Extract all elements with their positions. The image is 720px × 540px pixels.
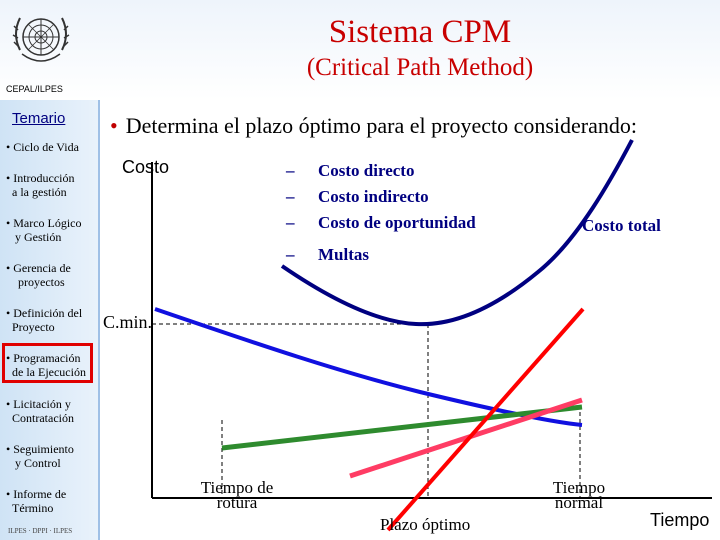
bullet-dot: • <box>110 113 118 138</box>
series-costo-directo <box>154 307 583 427</box>
dash-icon: – <box>286 187 295 206</box>
x-label-tiempo-normal: Tiempo normal <box>552 478 606 512</box>
sidebar-item-label: y Control <box>15 456 61 470</box>
series-costo-indirecto <box>221 404 583 451</box>
x-axis-label: Tiempo <box>650 510 710 530</box>
slide-subtitle: (Critical Path Method) <box>306 54 534 81</box>
sidebar-item-programacion[interactable]: • Programación de la Ejecución <box>6 351 86 379</box>
sidebar-item-label: Seguimiento <box>13 442 74 456</box>
sidebar-footer: ILPES · DPPI · ILPES <box>8 527 73 535</box>
y-axis-label: Costo <box>122 157 170 177</box>
legend-label: Costo directo <box>318 161 415 180</box>
active-item-highlight <box>2 343 93 383</box>
legend-item-costo-indirecto: – Costo indirecto <box>286 187 429 207</box>
legend-item-costo-oportunidad: – Costo de oportunidad <box>286 213 476 233</box>
sidebar-item-seguimiento[interactable]: • Seguimiento y Control <box>6 442 74 470</box>
legend-label: Multas <box>318 245 369 264</box>
sidebar-item-label: Marco Lógico <box>13 216 82 230</box>
sidebar-item-definicion[interactable]: • Definición del Proyecto <box>6 306 83 334</box>
sidebar-item-label: de la Ejecución <box>12 365 86 379</box>
sidebar-item-label: a la gestión <box>12 185 67 199</box>
sidebar-item-label: Informe de <box>13 487 67 501</box>
sidebar-item-label: Introducción <box>13 171 75 185</box>
x-label-tiempo-rotura: Tiempo de rotura <box>200 478 274 512</box>
slide-title: Sistema CPM <box>328 14 512 50</box>
sidebar-item-label: Licitación y <box>13 397 71 411</box>
sidebar-item-gerencia[interactable]: • Gerencia de proyectos <box>6 261 71 289</box>
dash-icon: – <box>286 245 295 264</box>
sidebar-item-label: Programación <box>13 351 81 365</box>
main-bullet: • Determina el plazo óptimo para el proye… <box>110 113 637 139</box>
main-bullet-text: Determina el plazo óptimo para el proyec… <box>125 113 638 138</box>
sidebar-item-informe[interactable]: • Informe de Término <box>6 487 67 515</box>
sidebar-heading[interactable]: Temario <box>12 110 66 127</box>
series-multas <box>386 307 585 532</box>
sidebar-item-label: Gerencia de <box>13 261 71 275</box>
sidebar-item-label: Término <box>12 501 54 515</box>
legend-label: Costo indirecto <box>318 187 429 206</box>
costo-total-label: Costo total <box>582 216 661 235</box>
dash-icon: – <box>286 161 295 180</box>
cmin-label: C.min. <box>103 312 153 332</box>
sidebar-item-label: proyectos <box>18 275 65 289</box>
sidebar-item-label: Contratación <box>12 411 74 425</box>
series-costo-oportunidad <box>349 397 583 479</box>
sidebar-divider <box>98 100 100 540</box>
sidebar-item-label: Proyecto <box>12 320 55 334</box>
sidebar-item-marco-logico[interactable]: • Marco Lógico y Gestión <box>6 216 82 244</box>
sidebar-item-licitacion[interactable]: • Licitación y Contratación <box>6 397 74 425</box>
legend-label: Costo de oportunidad <box>318 213 476 232</box>
sidebar-item-introduccion[interactable]: • Introducción a la gestión <box>6 171 75 199</box>
x-label-plazo-optimo: Plazo óptimo <box>380 515 471 534</box>
sidebar-item-label: y Gestión <box>15 230 62 244</box>
sidebar-item-label: Definición del <box>13 306 83 320</box>
legend-item-costo-directo: – Costo directo <box>286 161 414 181</box>
org-label: CEPAL/ILPES <box>6 84 63 94</box>
un-emblem-logo <box>12 17 70 62</box>
dash-icon: – <box>286 213 295 232</box>
series-costo-total <box>280 139 634 327</box>
sidebar <box>0 100 98 540</box>
sidebar-item-ciclo-de-vida[interactable]: • Ciclo de Vida <box>6 140 79 154</box>
legend-item-multas: – Multas <box>286 245 369 265</box>
header-band <box>0 0 720 100</box>
sidebar-item-label: Ciclo de Vida <box>13 140 79 154</box>
